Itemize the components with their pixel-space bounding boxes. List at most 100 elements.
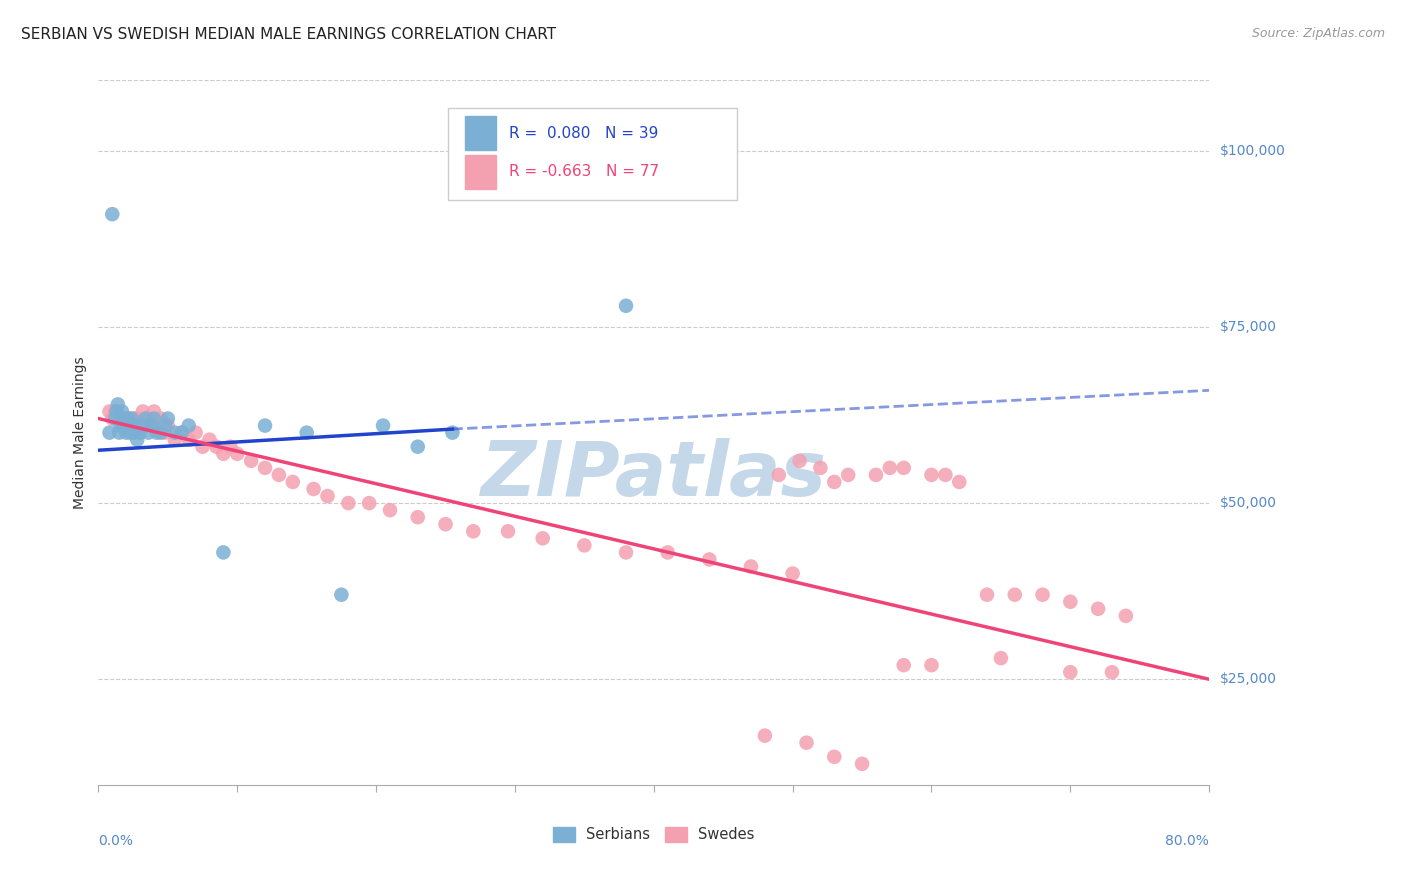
Point — [253, 460, 276, 475]
Text: 80.0%: 80.0% — [1166, 834, 1209, 848]
Point — [893, 658, 915, 673]
Point — [177, 433, 200, 447]
Text: SERBIAN VS SWEDISH MEDIAN MALE EARNINGS CORRELATION CHART: SERBIAN VS SWEDISH MEDIAN MALE EARNINGS … — [21, 27, 557, 42]
Point — [614, 299, 637, 313]
Point — [976, 588, 998, 602]
Point — [240, 454, 263, 468]
Point — [107, 397, 129, 411]
Point — [132, 404, 155, 418]
Point — [138, 425, 160, 440]
Point — [122, 418, 145, 433]
Point — [107, 411, 129, 425]
Point — [163, 433, 186, 447]
Point — [851, 756, 873, 771]
Point — [156, 418, 179, 433]
Point — [184, 425, 207, 440]
Point — [191, 440, 214, 454]
Point — [111, 404, 134, 418]
Point — [302, 482, 325, 496]
Point — [789, 454, 811, 468]
Point — [657, 545, 679, 559]
Point — [105, 404, 128, 418]
Point — [153, 425, 176, 440]
Legend: Serbians, Swedes: Serbians, Swedes — [547, 821, 761, 848]
Point — [170, 425, 193, 440]
Point — [406, 510, 429, 524]
Point — [156, 411, 179, 425]
Point — [810, 460, 832, 475]
Point — [135, 418, 157, 433]
Point — [141, 418, 163, 433]
Point — [153, 418, 176, 433]
Point — [198, 433, 221, 447]
Point — [212, 447, 235, 461]
Point — [117, 411, 139, 425]
Point — [124, 425, 146, 440]
Point — [129, 425, 152, 440]
Point — [371, 418, 394, 433]
Point — [253, 418, 276, 433]
Bar — [465, 155, 496, 189]
Point — [115, 411, 138, 425]
Point — [127, 433, 149, 447]
Text: $100,000: $100,000 — [1220, 144, 1286, 158]
Point — [1059, 665, 1081, 680]
Point — [406, 440, 429, 454]
Point — [104, 411, 127, 425]
Point — [101, 411, 124, 425]
Point — [920, 467, 942, 482]
Point — [121, 411, 143, 425]
Point — [129, 418, 152, 433]
Point — [143, 404, 166, 418]
Point — [127, 411, 149, 425]
FancyBboxPatch shape — [449, 109, 737, 200]
Point — [132, 418, 155, 433]
Point — [135, 411, 157, 425]
Point — [434, 517, 457, 532]
Text: R = -0.663   N = 77: R = -0.663 N = 77 — [509, 164, 659, 179]
Point — [177, 418, 200, 433]
Point — [990, 651, 1012, 665]
Point — [114, 418, 136, 433]
Point — [823, 749, 845, 764]
Point — [110, 411, 132, 425]
Point — [118, 411, 141, 425]
Point — [441, 425, 464, 440]
Point — [699, 552, 721, 566]
Point — [614, 545, 637, 559]
Point — [948, 475, 970, 489]
Point — [108, 425, 131, 440]
Point — [337, 496, 360, 510]
Point — [205, 440, 228, 454]
Text: 0.0%: 0.0% — [98, 834, 134, 848]
Point — [879, 460, 901, 475]
Point — [893, 460, 915, 475]
Point — [1004, 588, 1026, 602]
Bar — [465, 116, 496, 150]
Point — [865, 467, 887, 482]
Point — [141, 418, 163, 433]
Point — [796, 736, 818, 750]
Point — [143, 411, 166, 425]
Point — [463, 524, 485, 539]
Point — [110, 418, 132, 433]
Point — [145, 418, 167, 433]
Point — [121, 418, 143, 433]
Point — [112, 418, 135, 433]
Point — [149, 411, 172, 425]
Point — [281, 475, 304, 489]
Text: ZIPatlas: ZIPatlas — [481, 438, 827, 512]
Point — [1059, 595, 1081, 609]
Point — [316, 489, 339, 503]
Point — [378, 503, 401, 517]
Point — [118, 418, 141, 433]
Text: R =  0.080   N = 39: R = 0.080 N = 39 — [509, 126, 659, 141]
Y-axis label: Median Male Earnings: Median Male Earnings — [73, 356, 87, 509]
Point — [170, 425, 193, 440]
Point — [120, 425, 142, 440]
Point — [98, 404, 121, 418]
Text: Source: ZipAtlas.com: Source: ZipAtlas.com — [1251, 27, 1385, 40]
Point — [163, 425, 186, 440]
Point — [104, 404, 127, 418]
Point — [149, 425, 172, 440]
